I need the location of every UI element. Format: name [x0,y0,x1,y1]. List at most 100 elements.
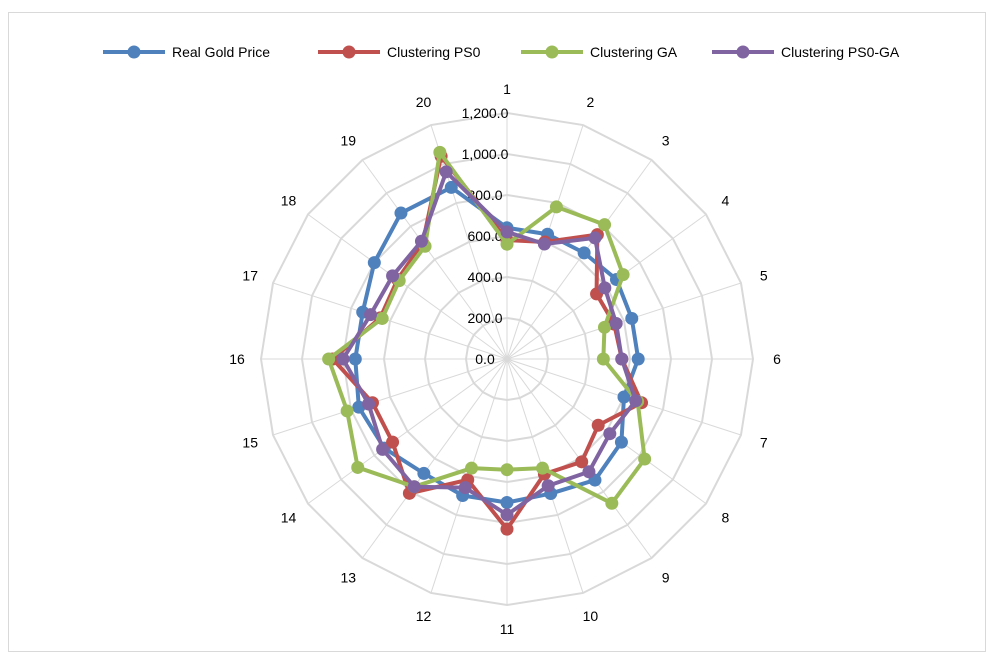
series-clustering-ps0-ga [336,165,643,522]
series-point [614,435,628,449]
grid-spoke [362,358,508,559]
series-point [616,268,630,282]
legend-label: Clustering PS0-GA [781,44,900,60]
category-label: 9 [662,569,670,585]
grid-spoke [362,159,508,360]
radial-tick-label: 1,200.0 [462,105,509,121]
category-label: 7 [760,434,768,450]
grid-spoke [272,282,508,360]
series-point [609,317,623,331]
category-label: 6 [773,351,781,367]
series-point [598,281,612,295]
legend-item: Clustering PS0 [318,44,481,60]
legend-label: Real Gold Price [172,44,270,60]
grid-spoke [506,282,742,360]
series-point [638,452,652,466]
grid-spoke [272,358,508,436]
series-point [617,390,631,404]
legend-label: Clustering PS0 [387,44,481,60]
category-label: 4 [722,192,730,208]
series-point [500,508,514,522]
series-point [322,352,336,366]
legend-marker [127,45,141,59]
legend-marker [342,45,356,59]
series-point [591,418,605,432]
series-point [414,234,428,248]
category-label: 12 [416,608,432,624]
radial-tick-label: 0.0 [475,351,495,367]
series-point [367,256,381,270]
series-point [500,237,514,251]
series-point [340,404,354,418]
series-point [500,463,514,477]
category-label: 16 [229,351,245,367]
grid-spoke [430,124,508,360]
series-point [577,246,591,260]
series-point [631,352,645,366]
series-point [500,522,514,536]
series-point [386,269,400,283]
series-point [375,311,389,325]
category-label: 20 [416,94,432,110]
series-point [364,308,378,322]
series-point [465,461,479,475]
series-point [362,397,376,411]
category-label: 11 [500,621,515,637]
series-point [582,465,596,479]
series-point [598,218,612,232]
legend-marker [545,45,559,59]
category-label: 3 [662,133,670,149]
series-point [394,206,408,220]
series-point [439,165,453,179]
category-label: 14 [281,510,297,526]
series-point [444,180,458,194]
legend-marker [736,45,750,59]
series-point [597,320,611,334]
category-label: 13 [341,569,357,585]
series-point [500,225,514,239]
series-point [351,460,365,474]
category-label: 8 [722,510,730,526]
category-label: 18 [281,192,297,208]
series-point [537,237,551,251]
category-label: 5 [760,268,768,284]
radial-tick-label: 400.0 [467,269,502,285]
series-point [407,480,421,494]
radial-tick-label: 600.0 [467,228,502,244]
grid-spoke [307,358,508,504]
radial-tick-label: 200.0 [467,310,502,326]
category-label: 2 [587,94,595,110]
category-label: 1 [503,81,511,97]
legend-item: Real Gold Price [103,44,270,60]
legend-item: Clustering PS0-GA [712,44,900,60]
category-label: 10 [583,608,599,624]
series-point [348,352,362,366]
series-point [588,231,602,245]
grid-spoke [307,214,508,360]
radial-tick-label: 1,000.0 [462,146,509,162]
series-point [500,496,514,509]
series-point [336,352,350,366]
series-point [549,200,563,214]
category-label: 19 [341,133,357,149]
series-point [541,479,555,493]
series-point [605,496,619,510]
series-point [535,461,549,475]
category-label: 15 [242,434,258,450]
legend-item: Clustering GA [521,44,678,60]
series-point [615,352,629,366]
legend-label: Clustering GA [590,44,678,60]
series-point [458,481,472,495]
series-point [376,442,390,456]
category-label: 17 [242,268,258,284]
series-point [625,311,639,325]
series-point [596,352,610,366]
series-point [603,427,617,441]
grid-spoke [506,159,652,360]
legend: Real Gold Price Clustering PS0 Clustering … [103,44,900,60]
series-point [433,145,447,159]
series-point [386,435,400,449]
